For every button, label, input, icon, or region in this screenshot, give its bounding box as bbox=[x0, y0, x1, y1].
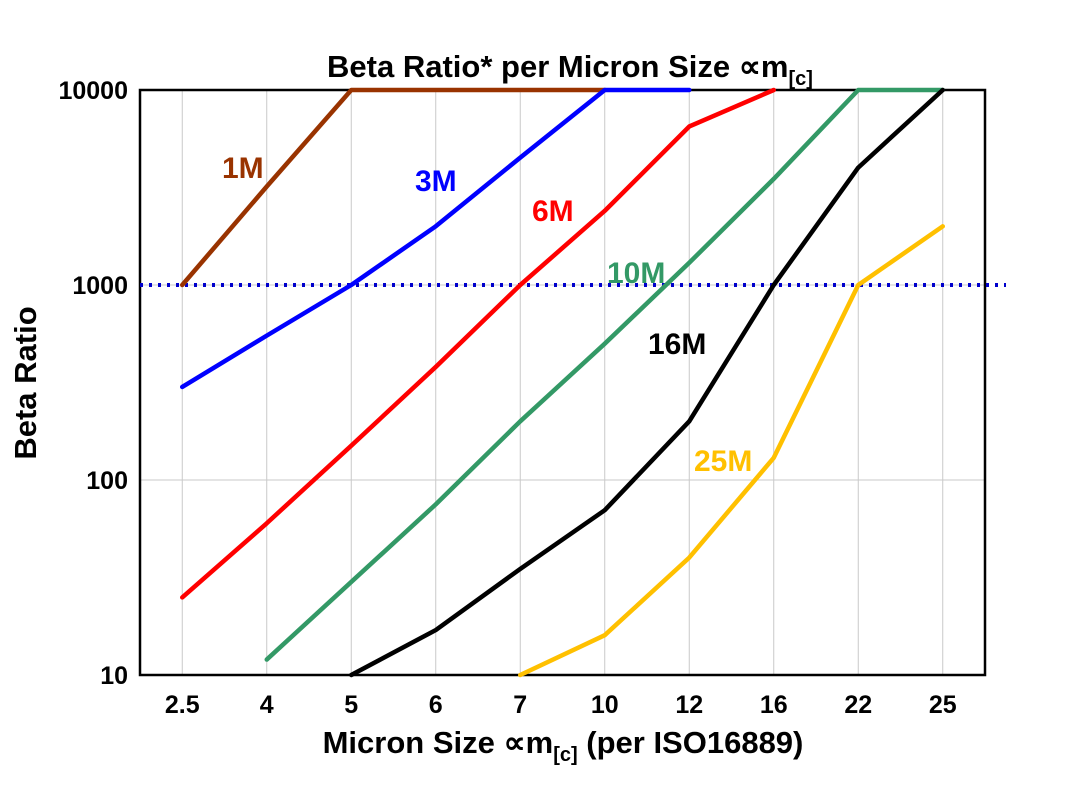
series-group bbox=[180, 87, 945, 678]
series-line-25M bbox=[518, 224, 945, 678]
x-tick-label-10: 10 bbox=[591, 691, 619, 719]
y-tick-label-10000: 10000 bbox=[58, 77, 128, 105]
x-axis-label-main: Micron Size bbox=[323, 725, 504, 760]
x-tick-label-2.5: 2.5 bbox=[165, 691, 200, 719]
series-line-3M bbox=[180, 87, 692, 390]
y-tick-label-100: 100 bbox=[86, 467, 128, 495]
x-axis-tick-labels: 2.5 4 5 6 7 10 12 16 22 25 bbox=[165, 691, 957, 719]
chart-title-symbol: ∝m bbox=[739, 49, 789, 84]
chart-title-main: Beta Ratio* per Micron Size bbox=[327, 49, 739, 84]
y-tick-label-1000: 1000 bbox=[72, 272, 128, 300]
x-axis-label: Micron Size ∝m[c] (per ISO16889) bbox=[323, 725, 804, 766]
x-tick-label-4: 4 bbox=[260, 691, 274, 719]
series-line-16M bbox=[349, 87, 945, 678]
x-tick-label-16: 16 bbox=[760, 691, 788, 719]
x-tick-label-22: 22 bbox=[844, 691, 872, 719]
series-line-10M bbox=[264, 87, 945, 662]
series-label-10M: 10M bbox=[607, 257, 665, 290]
x-axis-label-symbol: ∝m bbox=[503, 725, 553, 760]
chart-title-subscript: [c] bbox=[788, 68, 812, 90]
chart-title: Beta Ratio* per Micron Size ∝m[c] bbox=[327, 49, 813, 90]
x-tick-label-25: 25 bbox=[929, 691, 957, 719]
series-line-1M bbox=[180, 87, 607, 288]
series-label-1M: 1M bbox=[222, 152, 264, 185]
y-axis-tick-labels: 10 100 1000 10000 bbox=[58, 77, 128, 690]
series-labels: 1M 3M 6M 10M 16M 25M bbox=[222, 152, 752, 478]
x-tick-label-6: 6 bbox=[429, 691, 443, 719]
series-label-25M: 25M bbox=[694, 445, 752, 478]
x-tick-label-7: 7 bbox=[513, 691, 527, 719]
y-axis-label: Beta Ratio bbox=[8, 306, 43, 459]
x-axis-label-suffix: (per ISO16889) bbox=[578, 725, 804, 760]
y-tick-label-10: 10 bbox=[100, 662, 128, 690]
x-axis-label-subscript: [c] bbox=[553, 744, 577, 766]
series-label-3M: 3M bbox=[415, 165, 457, 198]
series-label-16M: 16M bbox=[648, 328, 706, 361]
series-label-6M: 6M bbox=[532, 195, 574, 228]
x-tick-label-12: 12 bbox=[675, 691, 703, 719]
x-tick-label-5: 5 bbox=[344, 691, 358, 719]
series-line-6M bbox=[180, 87, 776, 600]
